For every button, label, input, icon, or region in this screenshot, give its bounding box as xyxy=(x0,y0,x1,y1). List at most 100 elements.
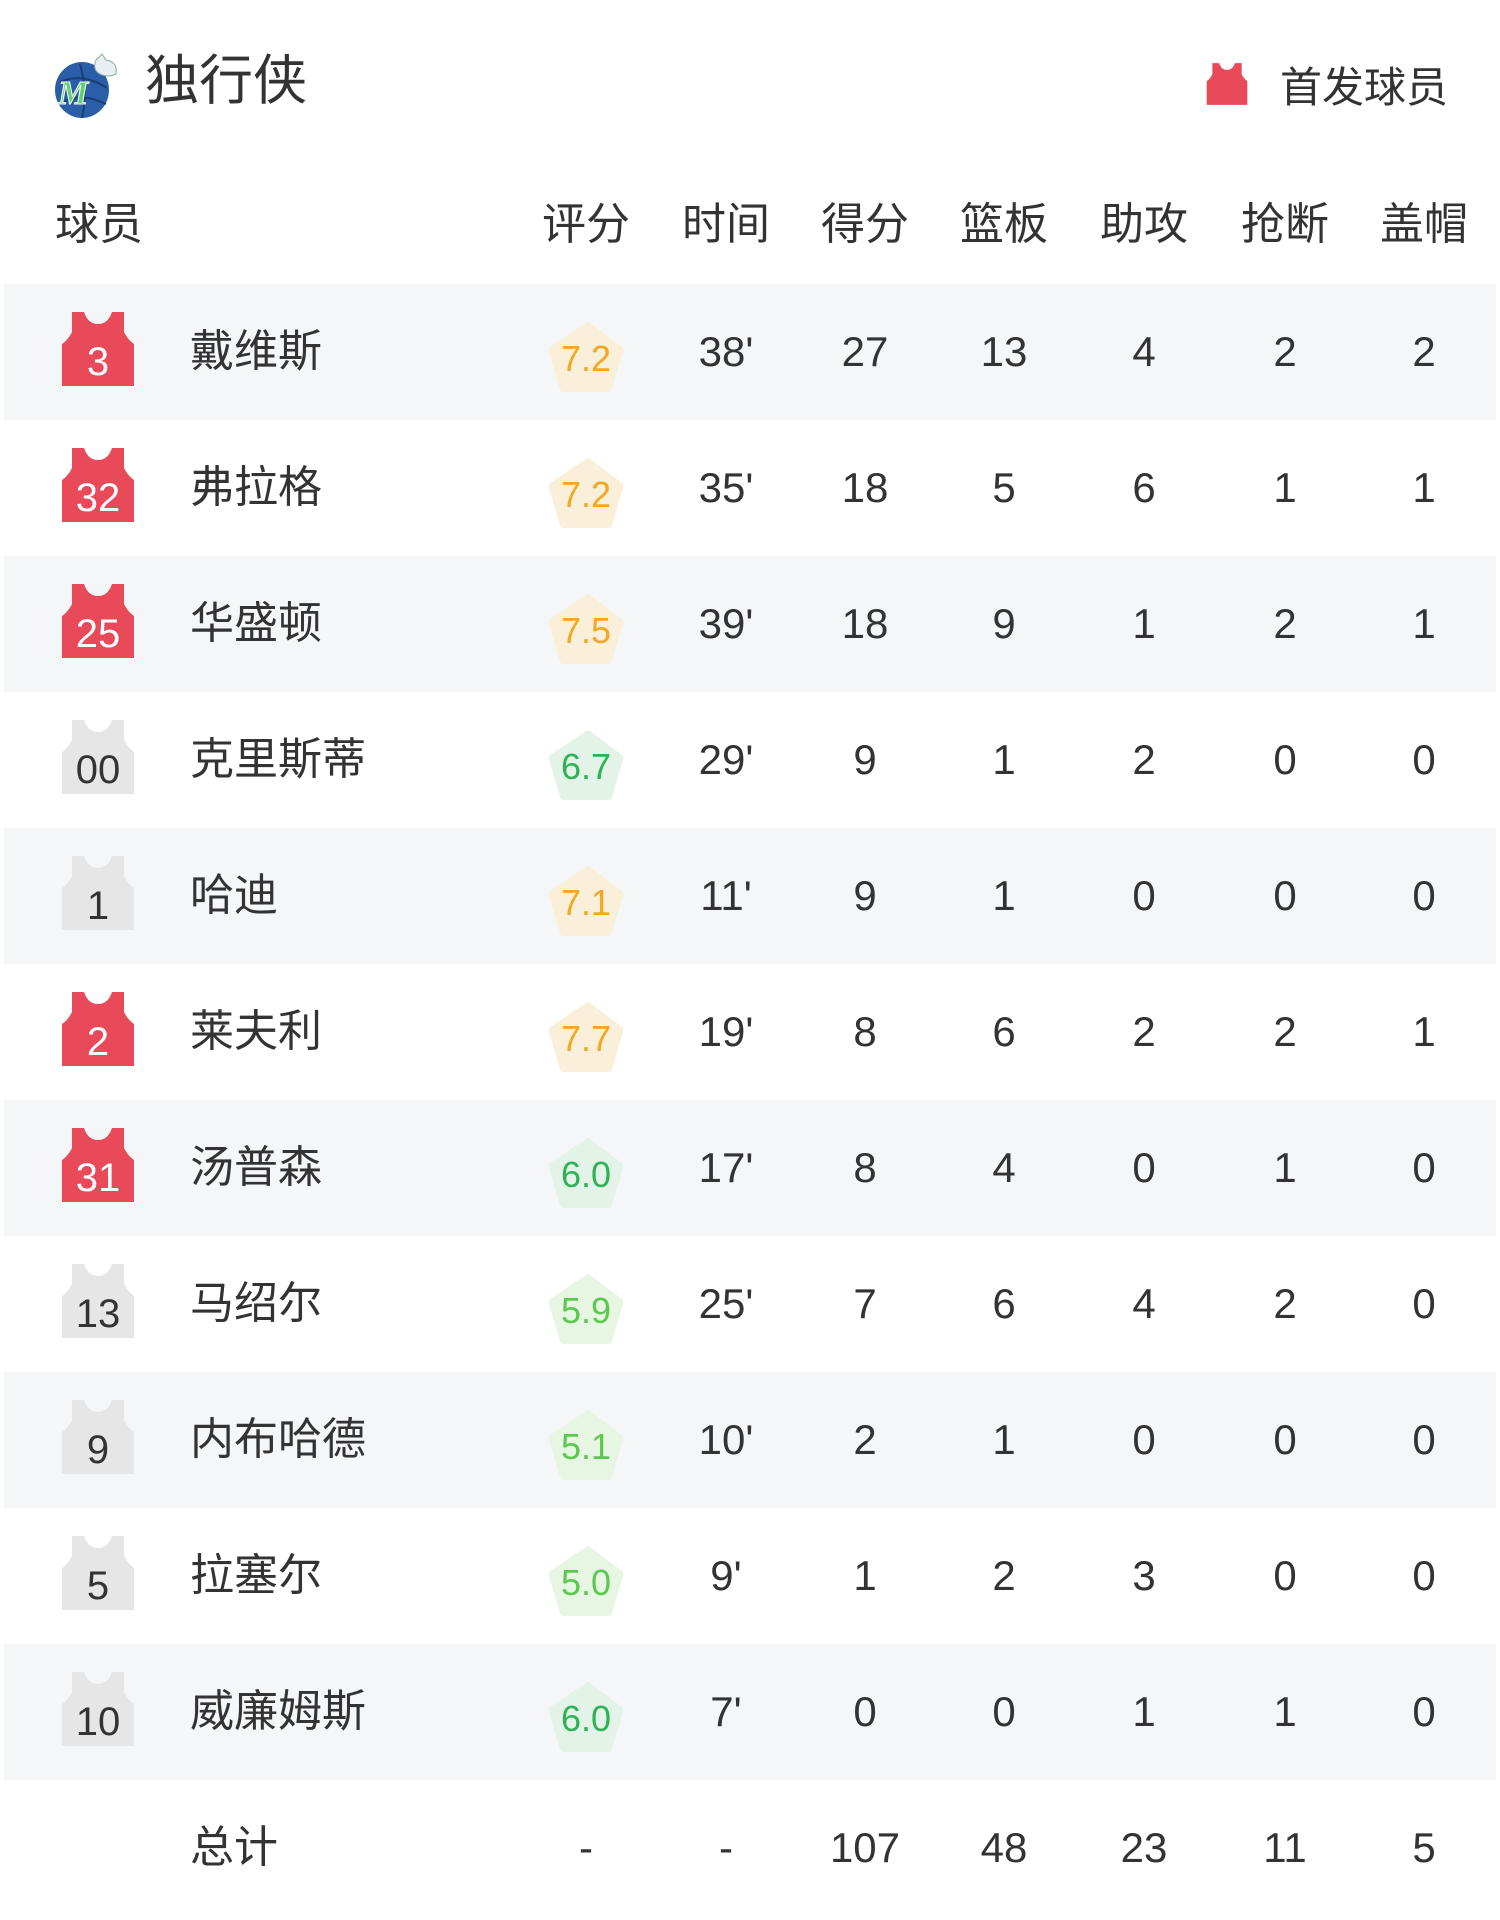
player-row[interactable]: 5 拉塞尔 5.0 9' 1 2 3 0 0 xyxy=(4,1508,1496,1644)
rating-value: 5.1 xyxy=(560,1426,612,1467)
mavericks-logo: M xyxy=(55,53,117,119)
team-name: 独行侠 xyxy=(145,49,307,112)
rebounds-cell: 13 xyxy=(980,328,1028,375)
steals-cell: 0 xyxy=(1273,1552,1297,1599)
player-row[interactable]: 1 哈迪 7.1 11' 9 1 0 0 0 xyxy=(4,828,1496,964)
total-points: 107 xyxy=(829,1824,901,1871)
column-header-time[interactable]: 时间 xyxy=(682,199,770,250)
player-name[interactable]: 马绍尔 xyxy=(190,1278,322,1329)
points-cell: 9 xyxy=(853,736,877,783)
total-rebounds: 48 xyxy=(980,1824,1028,1871)
column-header-rating[interactable]: 评分 xyxy=(542,199,630,250)
rebounds-cell: 6 xyxy=(992,1008,1016,1055)
player-row[interactable]: 13 马绍尔 5.9 25' 7 6 4 2 0 xyxy=(4,1236,1496,1372)
player-row[interactable]: 9 内布哈德 5.1 10' 2 1 0 0 0 xyxy=(4,1372,1496,1508)
player-name[interactable]: 克里斯蒂 xyxy=(190,734,366,785)
player-table: 3 戴维斯 7.2 38' 27 13 4 2 2 32 弗拉格 7.2 35' 18 5 6 1 1 … xyxy=(4,284,1496,1916)
rebounds-cell: 1 xyxy=(992,736,1016,783)
rating-badge: 6.0 xyxy=(546,1680,626,1754)
total-assists: 23 xyxy=(1120,1824,1168,1871)
blocks-cell: 1 xyxy=(1412,600,1436,647)
jersey-icon: 9 xyxy=(62,1398,134,1476)
steals-cell: 2 xyxy=(1273,1008,1297,1055)
steals-cell: 2 xyxy=(1273,1280,1297,1327)
player-row[interactable]: 2 莱夫利 7.7 19' 8 6 2 2 1 xyxy=(4,964,1496,1100)
player-name[interactable]: 威廉姆斯 xyxy=(190,1686,366,1737)
player-name[interactable]: 弗拉格 xyxy=(190,462,322,513)
rating-value: 7.2 xyxy=(560,474,612,515)
points-cell: 7 xyxy=(853,1280,877,1327)
rating-badge: 7.7 xyxy=(546,1000,626,1074)
column-header-rebounds[interactable]: 篮板 xyxy=(960,199,1048,250)
jersey-icon: 00 xyxy=(62,718,134,796)
table-header: 球员 评分 时间 得分 篮板 助攻 抢断 盖帽 xyxy=(0,190,1500,260)
rating-value: 7.5 xyxy=(560,610,612,651)
blocks-cell: 0 xyxy=(1412,1144,1436,1191)
player-name[interactable]: 戴维斯 xyxy=(190,326,322,377)
steals-cell: 1 xyxy=(1273,1144,1297,1191)
column-header-blocks[interactable]: 盖帽 xyxy=(1380,199,1468,250)
points-cell: 18 xyxy=(841,464,889,511)
steals-cell: 0 xyxy=(1273,1416,1297,1463)
rating-badge: 6.0 xyxy=(546,1136,626,1210)
starter-legend: 首发球员 xyxy=(1204,56,1448,112)
points-cell: 9 xyxy=(853,872,877,919)
player-row[interactable]: 10 威廉姆斯 6.0 7' 0 0 1 1 0 xyxy=(4,1644,1496,1780)
column-header-points[interactable]: 得分 xyxy=(821,199,909,250)
player-name[interactable]: 内布哈德 xyxy=(190,1414,366,1465)
rating-value: 6.0 xyxy=(560,1698,612,1739)
player-name[interactable]: 华盛顿 xyxy=(190,598,322,649)
assists-cell: 0 xyxy=(1132,1144,1156,1191)
jersey-icon: 2 xyxy=(62,990,134,1068)
column-header-assists[interactable]: 助攻 xyxy=(1100,199,1188,250)
jersey-number: 5 xyxy=(86,1564,110,1608)
column-header-player: 球员 xyxy=(55,199,143,250)
points-cell: 8 xyxy=(853,1144,877,1191)
player-name[interactable]: 莱夫利 xyxy=(190,1006,322,1057)
jersey-icon: 32 xyxy=(62,446,134,524)
blocks-cell: 0 xyxy=(1412,736,1436,783)
blocks-cell: 0 xyxy=(1412,1688,1436,1735)
column-header-steals[interactable]: 抢断 xyxy=(1241,199,1329,250)
rating-badge: 5.9 xyxy=(546,1272,626,1346)
rating-value: 5.0 xyxy=(560,1562,612,1603)
rating-badge: 7.2 xyxy=(546,456,626,530)
rating-value: 7.2 xyxy=(560,338,612,379)
time-cell: 19' xyxy=(698,1008,754,1055)
steals-cell: 2 xyxy=(1273,328,1297,375)
player-name[interactable]: 汤普森 xyxy=(190,1142,322,1193)
jersey-icon: 25 xyxy=(62,582,134,660)
player-row[interactable]: 00 克里斯蒂 6.7 29' 9 1 2 0 0 xyxy=(4,692,1496,828)
points-cell: 1 xyxy=(853,1552,877,1599)
totals-row: 总计 - - 107 48 23 11 5 xyxy=(4,1780,1496,1916)
jersey-number: 25 xyxy=(75,612,121,656)
assists-cell: 1 xyxy=(1132,600,1156,647)
blocks-cell: 0 xyxy=(1412,1280,1436,1327)
assists-cell: 1 xyxy=(1132,1688,1156,1735)
player-row[interactable]: 3 戴维斯 7.2 38' 27 13 4 2 2 xyxy=(4,284,1496,420)
jersey-icon xyxy=(1206,63,1248,105)
jersey-number: 1 xyxy=(86,884,110,928)
player-row[interactable]: 31 汤普森 6.0 17' 8 4 0 1 0 xyxy=(4,1100,1496,1236)
rating-badge: 5.1 xyxy=(546,1408,626,1482)
player-row[interactable]: 25 华盛顿 7.5 39' 18 9 1 2 1 xyxy=(4,556,1496,692)
steals-cell: 0 xyxy=(1273,872,1297,919)
player-name[interactable]: 拉塞尔 xyxy=(190,1550,322,1601)
player-name[interactable]: 哈迪 xyxy=(190,870,278,921)
starter-legend-label: 首发球员 xyxy=(1279,62,1448,112)
assists-cell: 2 xyxy=(1132,736,1156,783)
jersey-number: 10 xyxy=(75,1700,121,1744)
jersey-icon: 13 xyxy=(62,1262,134,1340)
jersey-number: 9 xyxy=(86,1428,110,1472)
jersey-number: 31 xyxy=(75,1156,121,1200)
blocks-cell: 1 xyxy=(1412,1008,1436,1055)
points-cell: 8 xyxy=(853,1008,877,1055)
rebounds-cell: 5 xyxy=(992,464,1016,511)
rating-value: 7.1 xyxy=(560,882,612,923)
player-row[interactable]: 32 弗拉格 7.2 35' 18 5 6 1 1 xyxy=(4,420,1496,556)
jersey-number: 13 xyxy=(75,1292,121,1336)
assists-cell: 0 xyxy=(1132,1416,1156,1463)
points-cell: 27 xyxy=(841,328,889,375)
rebounds-cell: 1 xyxy=(992,1416,1016,1463)
assists-cell: 4 xyxy=(1132,1280,1156,1327)
